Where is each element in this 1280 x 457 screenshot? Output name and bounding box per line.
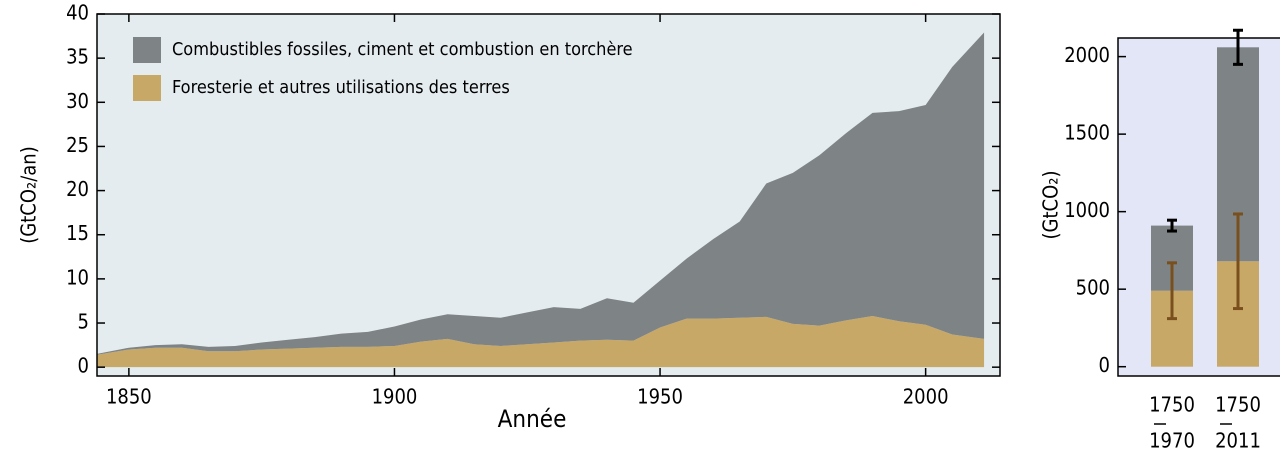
y-tick-label: 5 — [78, 310, 89, 334]
error-bar — [1233, 28, 1243, 66]
x-tick-label: 2011 — [1215, 429, 1261, 453]
y-tick-label: 0 — [78, 354, 89, 378]
y-tick-label: 20 — [66, 177, 89, 201]
y-tick-label: 1000 — [1064, 198, 1110, 222]
y-axis-label: (GtCO₂/an) — [17, 146, 41, 243]
y-tick-label: 40 — [66, 1, 89, 25]
x-tick-label: 1950 — [637, 385, 683, 409]
x-axis-label: Année — [498, 405, 567, 433]
y-tick-label: 15 — [66, 221, 89, 245]
x-tick-label: 1850 — [106, 385, 152, 409]
y-axis-label: (GtCO₂) — [1039, 171, 1063, 240]
legend-label: Foresterie et autres utilisations des te… — [172, 77, 510, 98]
y-tick-label: 25 — [66, 133, 89, 157]
x-tick-label: 1970 — [1149, 429, 1195, 453]
area — [97, 315, 985, 368]
y-tick-label: 10 — [66, 265, 89, 289]
legend-label: Combustibles fossiles, ciment et combust… — [172, 39, 633, 60]
y-tick-label: 500 — [1076, 276, 1110, 300]
plot-frame — [96, 13, 1001, 377]
x-tick-label: 1750 — [1215, 393, 1261, 417]
y-tick-label: 1500 — [1064, 121, 1110, 145]
y-tick-label: 0 — [1099, 353, 1110, 377]
x-tick-label: 2000 — [903, 385, 949, 409]
legend-swatch — [133, 37, 161, 63]
error-bar — [1167, 261, 1177, 321]
y-tick-label: 2000 — [1064, 43, 1110, 67]
y-tick-label: 35 — [66, 45, 89, 69]
x-tick-label: 1900 — [372, 385, 418, 409]
error-bar — [1233, 212, 1243, 311]
error-bar — [1167, 218, 1177, 233]
legend-swatch — [133, 75, 161, 101]
x-tick-label: 1750 — [1149, 393, 1195, 417]
area — [97, 32, 985, 355]
y-tick-label: 30 — [66, 89, 89, 113]
